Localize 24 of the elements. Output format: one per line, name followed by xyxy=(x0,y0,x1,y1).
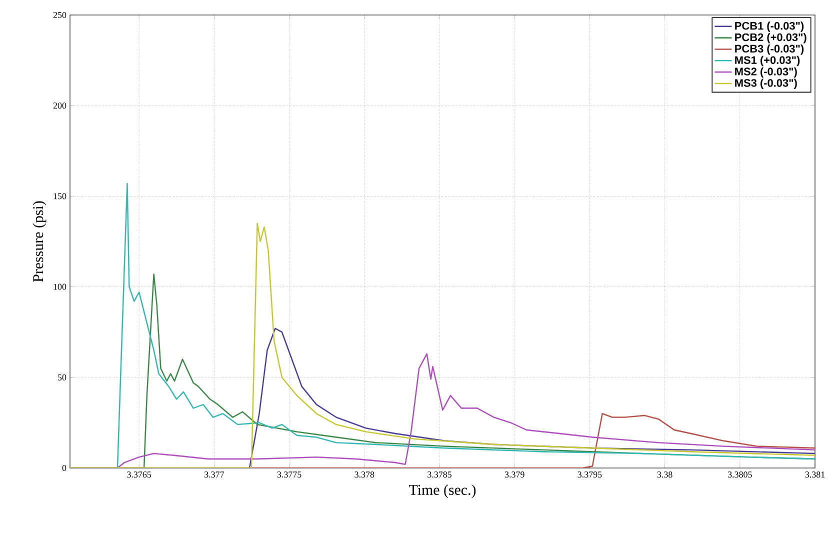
y-tick-label: 200 xyxy=(53,102,66,109)
x-tick-label: 3.378 xyxy=(354,472,374,478)
x-tick-label: 3.379 xyxy=(504,472,524,478)
legend-label: PCB3 (-0.03") xyxy=(735,44,804,55)
legend-label: MS1 (+0.03") xyxy=(735,56,800,66)
y-tick-label: 50 xyxy=(58,374,66,380)
y-tick-label: 0 xyxy=(62,464,66,472)
x-tick-label: 3.381 xyxy=(805,472,825,478)
x-tick-label: 3.3765 xyxy=(127,472,152,478)
legend-label: MS2 (-0.03") xyxy=(735,67,797,78)
y-tick-label: 100 xyxy=(54,284,66,290)
x-tick-label: 3.3805 xyxy=(728,472,752,478)
y-tick-label: 150 xyxy=(54,193,66,200)
x-tick-label: 3.3775 xyxy=(277,472,302,478)
legend-label: PCB1 (-0.03") xyxy=(735,22,804,32)
y-tick-label: 250 xyxy=(53,12,66,18)
legend-label: MS3 (-0.03") xyxy=(735,78,797,89)
legend-label: PCB2 (+0.03") xyxy=(735,33,806,44)
x-tick-label: 3.38 xyxy=(657,472,672,478)
y-axis-title: Pressure (psi) xyxy=(32,201,46,282)
x-tick-label: 3.377 xyxy=(204,472,224,478)
x-tick-label: 3.3795 xyxy=(578,472,602,478)
x-tick-label: 3.3785 xyxy=(428,472,452,478)
x-axis-title: Time (sec.) xyxy=(409,484,476,498)
